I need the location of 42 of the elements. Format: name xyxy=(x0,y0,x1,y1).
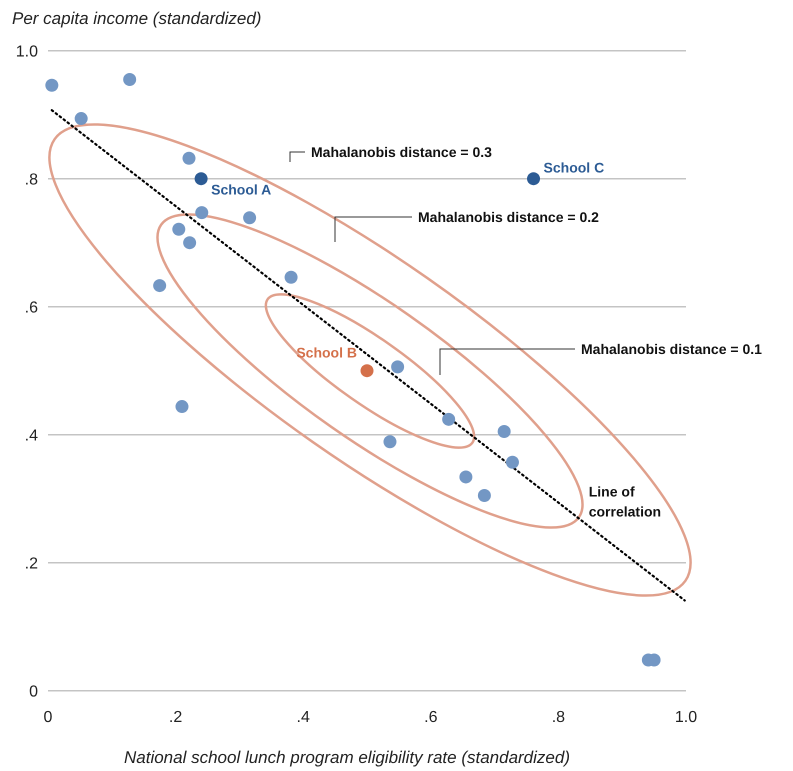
point xyxy=(243,211,256,224)
y-tick-label: .4 xyxy=(24,428,38,445)
point xyxy=(498,425,511,438)
x-tick-label: .8 xyxy=(552,709,566,726)
point xyxy=(360,364,374,378)
point xyxy=(284,270,298,284)
point xyxy=(175,400,188,414)
point xyxy=(183,236,196,250)
point xyxy=(506,456,519,469)
x-tick-label: 0 xyxy=(44,709,53,726)
y-tick-label: .6 xyxy=(24,300,38,317)
y-tick-label: .8 xyxy=(24,172,38,189)
point xyxy=(123,73,136,86)
point xyxy=(383,435,396,448)
point xyxy=(182,152,196,165)
series-label: School B xyxy=(296,344,357,361)
annotation: Mahalanobis distance = 0.1 xyxy=(581,341,762,357)
y-tick-label: 0 xyxy=(29,684,38,701)
point xyxy=(442,412,456,426)
point xyxy=(74,112,88,126)
series-label: Line of correlation xyxy=(588,483,662,520)
series-label: School A xyxy=(211,182,272,198)
point xyxy=(459,470,472,484)
point xyxy=(478,489,491,502)
x-tick-label: .2 xyxy=(168,709,182,726)
point xyxy=(194,172,208,186)
x-tick-label: .6 xyxy=(424,709,438,726)
point xyxy=(527,172,540,186)
annotation: Mahalanobis distance = 0.2 xyxy=(418,209,600,225)
y-tick-label: 1.0 xyxy=(16,44,38,61)
y-axis-title: Per capita income (standardized) xyxy=(12,9,262,28)
point xyxy=(391,360,404,374)
point xyxy=(45,78,58,92)
annotation: Mahalanobis distance = 0.3 xyxy=(311,144,492,160)
point xyxy=(195,206,208,220)
x-tick-label: 1.0 xyxy=(674,709,698,726)
x-axis-title: National school lunch program eligibility rate (standardized) xyxy=(124,748,570,767)
y-tick-label: .2 xyxy=(24,556,38,573)
series-label: School C xyxy=(544,160,604,176)
point xyxy=(153,279,166,292)
point xyxy=(172,222,186,236)
x-tick-label: .4 xyxy=(296,709,310,726)
